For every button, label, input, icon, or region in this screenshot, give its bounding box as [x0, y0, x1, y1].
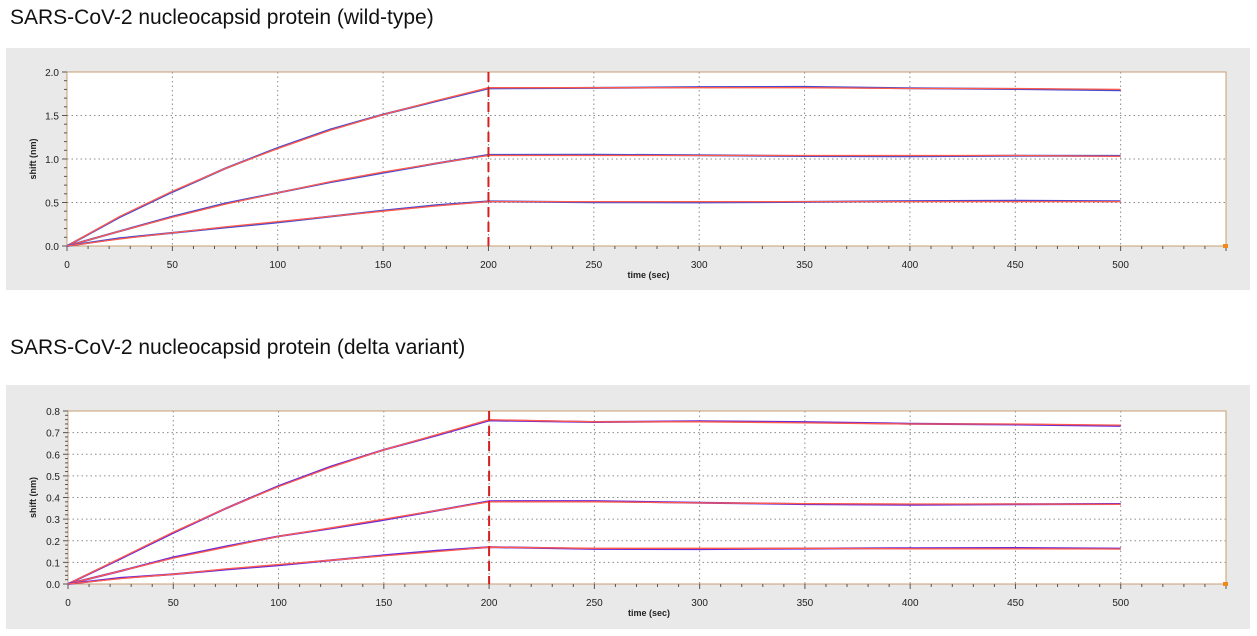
chart0-ytick-label-0: 0.0	[45, 242, 59, 253]
chart1-xtick-label-6: 300	[691, 598, 708, 609]
chart0-y-axis-label: shift (nm)	[28, 139, 38, 180]
chart0-series-1-fit-line	[66, 154, 1121, 247]
chart1-xtick-label-8: 400	[902, 598, 919, 609]
chart0-xtick-label-6: 300	[691, 260, 708, 271]
binding-chart-wild-type: 0 50 100 150 200 250 300 350 400 450 500 0.0 0.5 1.0 1…	[28, 68, 1228, 280]
chart-title-delta-variant: SARS-CoV-2 nucleocapsid protein (delta v…	[10, 336, 466, 359]
chart-title-wild-type: SARS-CoV-2 nucleocapsid protein (wild-ty…	[10, 6, 434, 29]
chart1-axis-end-marker	[1223, 582, 1228, 586]
chart0-ytick-label-1: 0.5	[45, 199, 59, 210]
chart0-plot-area	[67, 72, 1226, 246]
chart0-xtick-label-1: 50	[167, 260, 179, 271]
chart1-x-axis-label: time (sec)	[628, 608, 670, 618]
chart1-xtick-label-10: 500	[1112, 598, 1129, 609]
chart1-ytick-label-8: 0.8	[46, 407, 60, 418]
chart1-ytick-label-1: 0.1	[46, 558, 60, 569]
chart0-xtick-label-2: 100	[269, 260, 286, 271]
chart1-plot-area	[68, 411, 1226, 584]
chart1-ytick-label-6: 0.6	[46, 450, 60, 461]
chart1-xtick-label-9: 450	[1007, 598, 1024, 609]
chart0-xtick-label-8: 400	[902, 260, 919, 271]
chart1-xtick-label-1: 50	[168, 598, 180, 609]
binding-chart-delta-variant: 0 50 100 150 200 250 300 350 400 450 500 0.0 0.1 0.2 0…	[28, 407, 1228, 618]
chart0-xtick-label-3: 150	[375, 260, 392, 271]
chart0-axis-end-marker	[1223, 244, 1228, 248]
chart1-xtick-label-4: 200	[481, 598, 498, 609]
chart0-series-0-fit-line	[66, 87, 1121, 247]
chart0-xtick-label-0: 0	[64, 260, 70, 271]
chart0-xtick-label-4: 200	[480, 260, 497, 271]
chart0-x-axis-label: time (sec)	[627, 270, 669, 280]
chart0-series-2-fit-line	[66, 200, 1121, 247]
chart0-ytick-label-2: 1.0	[45, 155, 59, 166]
chart0-ytick-label-3: 1.5	[45, 112, 59, 123]
chart1-xtick-label-7: 350	[797, 598, 814, 609]
chart1-y-axis-label: shift (nm)	[28, 477, 38, 518]
chart0-xtick-label-10: 500	[1112, 260, 1129, 271]
chart0-xtick-label-9: 450	[1007, 260, 1024, 271]
chart1-xtick-label-3: 150	[375, 598, 392, 609]
chart1-xtick-label-2: 100	[270, 598, 287, 609]
chart1-series-2-fit-line	[67, 546, 1121, 585]
chart0-xtick-label-7: 350	[796, 260, 813, 271]
chart-panel-wild-type: 0 50 100 150 200 250 300 350 400 450 500 0.0 0.5 1.0 1…	[6, 48, 1250, 290]
chart1-xtick-label-5: 250	[586, 598, 603, 609]
chart0-ytick-label-4: 2.0	[45, 68, 59, 79]
chart0-xtick-label-5: 250	[585, 260, 602, 271]
chart1-ytick-label-4: 0.4	[46, 494, 60, 505]
chart1-ytick-label-7: 0.7	[46, 429, 60, 440]
chart1-ytick-label-5: 0.5	[46, 472, 60, 483]
chart-panel-delta-variant: 0 50 100 150 200 250 300 350 400 450 500 0.0 0.1 0.2 0…	[6, 385, 1250, 629]
chart1-ytick-label-0: 0.0	[46, 580, 60, 591]
chart1-ytick-label-2: 0.2	[46, 537, 60, 548]
chart1-xtick-label-0: 0	[65, 598, 71, 609]
chart1-series-1-fit-line	[67, 501, 1121, 585]
chart1-ytick-label-3: 0.3	[46, 515, 60, 526]
chart1-series-0-fit-line	[67, 419, 1121, 585]
